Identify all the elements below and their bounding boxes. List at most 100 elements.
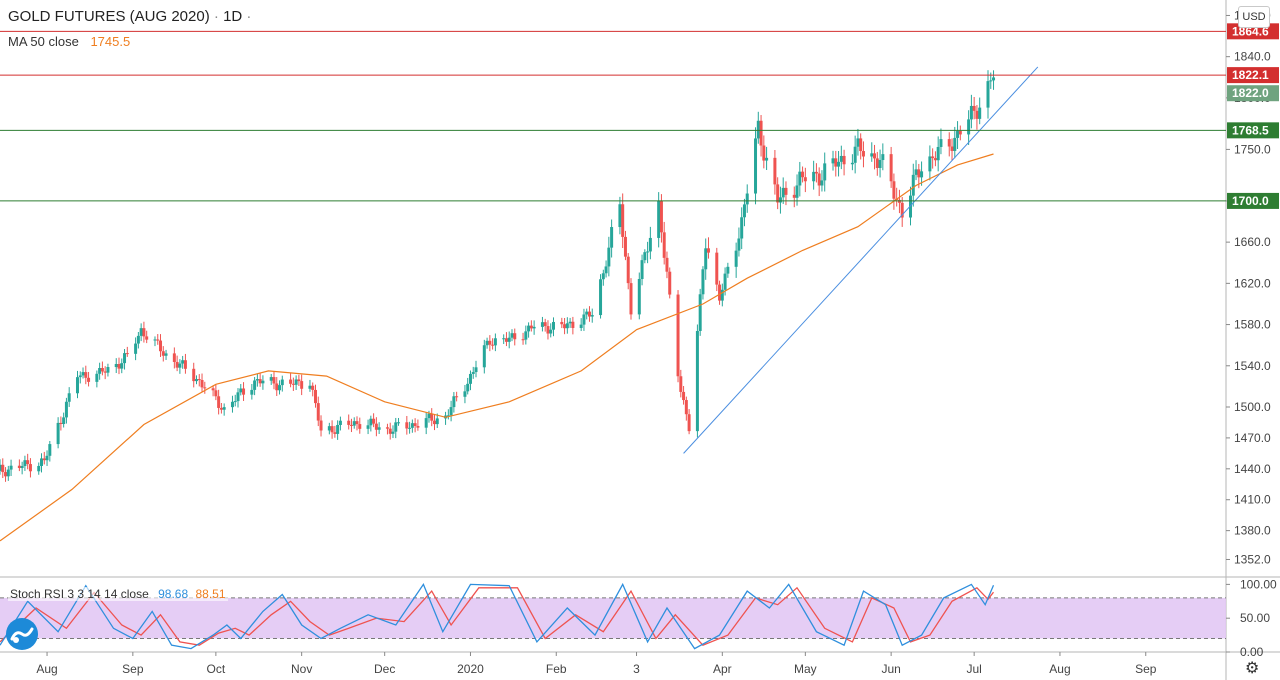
- candle-body: [646, 251, 650, 253]
- x-tick-label: 2020: [457, 662, 484, 676]
- candle-body: [272, 377, 276, 384]
- candle-body: [255, 379, 259, 381]
- candle-body: [159, 340, 163, 352]
- candle-body: [551, 321, 555, 330]
- candle-body: [239, 388, 243, 393]
- y-tick-label: 1440.0: [1234, 462, 1271, 476]
- candle-body: [778, 197, 782, 203]
- candle-body: [336, 424, 340, 434]
- currency-button[interactable]: USD: [1238, 6, 1270, 28]
- candle-body: [100, 368, 104, 372]
- candle-body: [695, 330, 699, 432]
- candle-body: [139, 328, 143, 336]
- candle-body: [136, 335, 140, 344]
- candle-body: [45, 455, 49, 461]
- candle-body: [269, 377, 273, 381]
- candle-body: [449, 407, 453, 416]
- candle-body: [565, 323, 569, 329]
- candle-body: [687, 414, 691, 432]
- candle-body: [740, 217, 744, 239]
- candle-body: [657, 200, 661, 238]
- level-tag-text: 1700.0: [1232, 194, 1269, 208]
- y-tick-label: 1620.0: [1234, 276, 1271, 290]
- candle-body: [84, 372, 88, 378]
- candle-body: [745, 193, 749, 205]
- candle-body: [992, 77, 996, 81]
- candle-body: [358, 424, 362, 429]
- candle-body: [297, 379, 301, 382]
- candle-body: [726, 266, 730, 274]
- chart-legend-title: GOLD FUTURES (AUG 2020) · 1D ·: [8, 8, 252, 25]
- candle-body: [56, 422, 60, 445]
- x-tick-label: Aug: [1049, 662, 1070, 676]
- candle-body: [294, 379, 298, 385]
- candle-body: [388, 428, 392, 434]
- x-tick-label: Sep: [1135, 662, 1157, 676]
- settings-gear-icon[interactable]: ⚙: [1245, 658, 1260, 677]
- candle-body: [374, 423, 378, 430]
- candle-body: [194, 379, 198, 382]
- candle-body: [629, 283, 633, 315]
- candle-body: [989, 80, 993, 82]
- candle-body: [529, 325, 533, 329]
- current-price-tag: [1227, 85, 1279, 102]
- candle-body: [765, 157, 769, 161]
- candle-body: [623, 236, 627, 257]
- candle-body: [668, 271, 672, 295]
- level-tag-text: 1768.5: [1232, 123, 1269, 137]
- candle-body: [200, 379, 204, 388]
- candle-body: [706, 248, 710, 253]
- ma-50-line: [0, 153, 994, 542]
- candle-body: [939, 139, 943, 147]
- candle-body: [734, 250, 738, 267]
- candle-body: [859, 138, 863, 152]
- candle-body: [20, 466, 24, 469]
- candle-body: [172, 353, 176, 362]
- candle-body: [424, 418, 428, 428]
- level-tag-1768.5: [1227, 122, 1279, 139]
- candle-body: [75, 377, 79, 394]
- candle-body: [568, 321, 572, 324]
- candle-body: [524, 331, 528, 340]
- candle-body: [958, 131, 962, 135]
- candle-body: [355, 421, 359, 425]
- candle-body: [521, 339, 525, 341]
- y-tick-label: 1380.0: [1234, 524, 1271, 538]
- candle-body: [643, 252, 647, 261]
- candle-body: [917, 169, 921, 178]
- candle-body: [820, 180, 824, 186]
- level-tag-text: 1822.1: [1232, 68, 1269, 82]
- candle-body: [397, 422, 401, 424]
- candle-body: [275, 383, 279, 391]
- candle-body: [601, 273, 605, 280]
- candle-body: [563, 324, 567, 329]
- stoch-y-tick-label: 100.00: [1240, 577, 1277, 591]
- candle-body: [754, 138, 758, 194]
- candle-body: [837, 161, 841, 167]
- candle-body: [26, 460, 30, 465]
- candle-body: [446, 415, 450, 417]
- candle-body: [817, 173, 821, 186]
- candle-body: [928, 156, 932, 172]
- candle-body: [311, 385, 315, 390]
- y-tick-label: 1840.0: [1234, 50, 1271, 64]
- candle-body: [986, 81, 990, 108]
- ma-legend: MA 50 close 1745.5: [8, 34, 130, 49]
- candle-body: [308, 385, 312, 389]
- level-tag-1822.1: [1227, 67, 1279, 84]
- candle-body: [579, 324, 583, 328]
- stoch-rsi-k-line: [0, 582, 995, 650]
- candle-body: [892, 181, 896, 199]
- candle-body: [504, 338, 508, 342]
- candle-body: [527, 325, 531, 332]
- candle-body: [834, 158, 838, 167]
- level-tag-1700.0: [1227, 192, 1279, 209]
- interval-label[interactable]: 1D: [223, 8, 243, 25]
- x-tick-label: Sep: [122, 662, 144, 676]
- candle-body: [967, 119, 971, 135]
- tradingview-logo-icon[interactable]: [6, 618, 38, 650]
- x-tick-label: Jun: [881, 662, 900, 676]
- candle-body: [192, 368, 196, 382]
- x-tick-label: 3: [633, 662, 640, 676]
